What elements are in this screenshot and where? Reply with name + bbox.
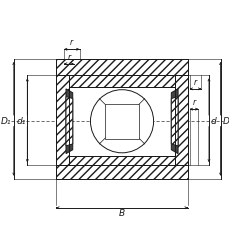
- Bar: [68, 76, 174, 87]
- Text: d₁: d₁: [17, 117, 26, 126]
- Polygon shape: [171, 97, 177, 146]
- Bar: [174, 76, 187, 166]
- Bar: [68, 76, 174, 87]
- Text: D₁: D₁: [0, 117, 11, 126]
- Polygon shape: [66, 90, 72, 154]
- Text: r: r: [70, 38, 73, 47]
- Text: r: r: [67, 53, 70, 62]
- Bar: [56, 76, 68, 166]
- Text: r: r: [192, 98, 195, 107]
- Text: r: r: [193, 78, 196, 87]
- Bar: [56, 60, 187, 76]
- Text: D: D: [221, 117, 228, 126]
- Circle shape: [90, 90, 153, 153]
- Polygon shape: [171, 90, 177, 154]
- Bar: [56, 166, 187, 179]
- Bar: [68, 156, 174, 166]
- Text: d: d: [210, 117, 216, 126]
- Text: B: B: [118, 208, 125, 217]
- Bar: [104, 104, 139, 139]
- Polygon shape: [66, 97, 72, 146]
